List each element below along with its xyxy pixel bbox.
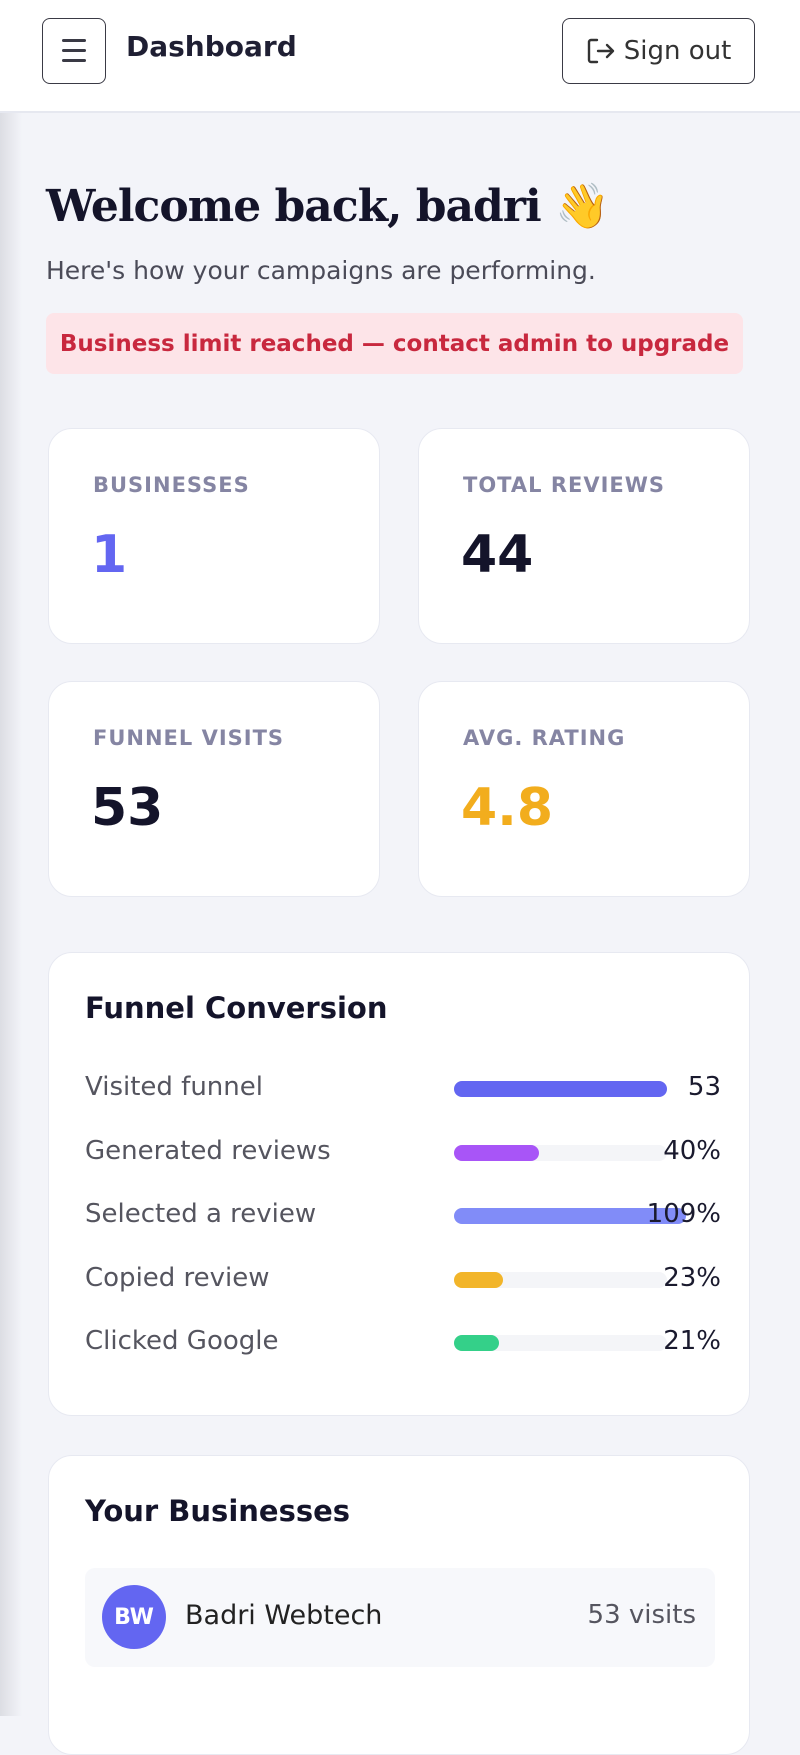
- businesses-card: Your Businesses BW Badri Webtech 53 visits: [48, 1455, 750, 1755]
- welcome-subtitle: Here's how your campaigns are performing…: [46, 256, 596, 285]
- funnel-value: 23%: [663, 1262, 721, 1293]
- bar-track: [454, 1271, 667, 1288]
- stat-value: 53: [91, 778, 164, 838]
- stat-label: Avg. Rating: [463, 726, 626, 750]
- card-title: Your Businesses: [85, 1494, 351, 1528]
- funnel-label: Visited funnel: [85, 1072, 263, 1102]
- bar-track: [454, 1144, 667, 1161]
- funnel-value: 40%: [663, 1135, 721, 1166]
- stat-label: Businesses: [93, 473, 250, 497]
- sidebar-shadow: [0, 113, 22, 1716]
- stat-label: Funnel Visits: [93, 726, 285, 750]
- stat-value: 1: [91, 525, 128, 585]
- stat-card: Total Reviews 44: [418, 428, 750, 644]
- funnel-row: Selected a review 109%: [85, 1195, 721, 1235]
- stat-value: 44: [461, 525, 534, 585]
- funnel-label: Selected a review: [85, 1199, 317, 1229]
- limit-alert: Business limit reached — contact admin t…: [46, 313, 743, 374]
- page-title: Dashboard: [126, 30, 297, 63]
- funnel-bar: [454, 1144, 540, 1161]
- menu-button[interactable]: [42, 18, 106, 84]
- funnel-label: Copied review: [85, 1262, 270, 1293]
- bar-track: [454, 1208, 687, 1224]
- stat-label: Total Reviews: [463, 473, 666, 497]
- funnel-row: Copied review 23%: [85, 1259, 721, 1299]
- funnel-row: Generated reviews 40%: [85, 1132, 721, 1172]
- sign-out-label: Sign out: [623, 36, 732, 66]
- funnel-bar: [454, 1335, 499, 1351]
- funnel-label: Generated reviews: [85, 1135, 331, 1166]
- funnel-value: 53: [687, 1072, 721, 1102]
- funnel-value: 21%: [663, 1326, 721, 1356]
- funnel-row: Visited funnel 53: [85, 1068, 721, 1108]
- funnel-bar: [454, 1271, 503, 1288]
- funnel-bar: [454, 1208, 687, 1224]
- welcome-heading: Welcome back, badri 👋: [46, 181, 610, 232]
- funnel-value: 109%: [646, 1199, 721, 1229]
- bar-track: [454, 1081, 667, 1097]
- business-visits: 53 visits: [587, 1600, 696, 1630]
- funnel-bar: [454, 1081, 667, 1097]
- business-avatar: BW: [102, 1585, 166, 1649]
- funnel-card: Funnel Conversion Visited funnel 53 Genera…: [48, 952, 750, 1416]
- stat-card: Businesses 1: [48, 428, 380, 644]
- funnel-row: Clicked Google 21%: [85, 1322, 721, 1362]
- stat-card: Avg. Rating 4.8: [418, 681, 750, 897]
- stat-card: Funnel Visits 53: [48, 681, 380, 897]
- business-row[interactable]: BW Badri Webtech 53 visits: [85, 1568, 715, 1667]
- business-name: Badri Webtech: [185, 1600, 383, 1631]
- bar-track: [454, 1335, 667, 1351]
- stat-value: 4.8: [461, 778, 554, 838]
- funnel-label: Clicked Google: [85, 1326, 279, 1356]
- sign-out-icon: [587, 38, 614, 64]
- sign-out-button[interactable]: Sign out: [562, 18, 755, 84]
- card-title: Funnel Conversion: [85, 991, 388, 1025]
